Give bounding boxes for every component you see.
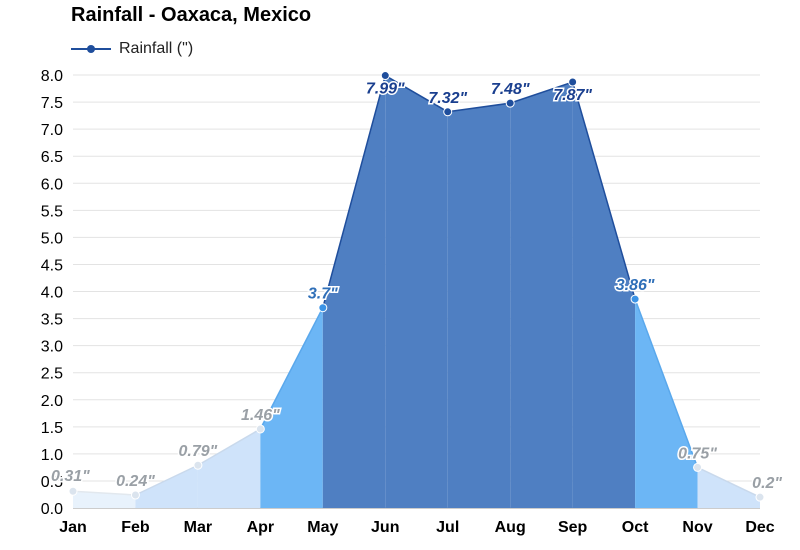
area-segment — [260, 307, 323, 508]
area-segment — [510, 82, 573, 508]
y-tick-label: 3.0 — [41, 339, 63, 356]
x-tick-label: May — [307, 519, 338, 536]
y-tick-label: 1.0 — [41, 447, 63, 464]
series-line-segment — [135, 464, 199, 496]
y-tick-label: 0.5 — [41, 474, 63, 491]
area-segments — [73, 75, 760, 509]
data-point — [68, 486, 78, 496]
y-tick-label: 3.5 — [41, 312, 63, 329]
x-tick-label: Jul — [436, 519, 459, 536]
series-line-segment — [571, 81, 636, 300]
chart-title: Rainfall - Oaxaca, Mexico — [71, 4, 312, 26]
y-tick-label: 2.0 — [41, 393, 63, 410]
x-tick-label: Sep — [558, 519, 588, 536]
series-line-segment — [447, 102, 511, 113]
data-label: 3.7" — [308, 286, 338, 303]
y-tick-label: 7.0 — [41, 122, 63, 139]
y-tick-label: 6.0 — [41, 176, 63, 193]
x-tick-label: Aug — [495, 519, 526, 536]
data-point — [193, 460, 203, 470]
data-point — [755, 492, 765, 502]
data-label: 7.48" — [491, 81, 530, 98]
y-tick-label: 5.0 — [41, 230, 63, 247]
data-point — [505, 98, 515, 108]
x-tick-label: Mar — [184, 519, 212, 536]
x-tick-label: Nov — [682, 519, 712, 536]
x-tick-label: Jan — [59, 519, 87, 536]
data-label: 7.99" — [366, 81, 405, 98]
y-tick-label: 7.5 — [41, 95, 63, 112]
area-segment — [135, 465, 198, 508]
x-tick-label: Dec — [745, 519, 774, 536]
y-axis-ticks: 0.0 0.5 1.0 1.5 2.0 2.5 3.0 3.5 4.0 4.5 5.0 5.5 6.0 6… — [41, 68, 63, 518]
y-tick-label: 1.5 — [41, 420, 63, 437]
series-line-segment — [197, 428, 261, 466]
data-point — [443, 107, 453, 117]
area-segment — [197, 428, 261, 508]
data-labels: 0.31" 0.24" 0.79" 1.46" 3.7" 7.99" 7.32" 7.48" 7… — [50, 79, 784, 494]
data-label: 0.75" — [678, 445, 717, 462]
legend[interactable]: Rainfall (") — [71, 40, 193, 58]
data-label: 3.86" — [616, 277, 655, 294]
x-tick-label: Jun — [371, 519, 399, 536]
area-segment — [635, 299, 698, 508]
series-line-segment — [72, 490, 136, 496]
area-segment — [385, 75, 448, 508]
data-point — [130, 490, 140, 500]
y-tick-label: 4.0 — [41, 285, 63, 302]
data-points — [68, 71, 765, 502]
data-point — [630, 294, 640, 304]
area-segment — [447, 103, 511, 509]
data-point — [380, 71, 390, 81]
y-tick-label: 8.0 — [41, 68, 63, 85]
x-tick-label: Feb — [121, 519, 150, 536]
data-label: 0.24" — [116, 473, 155, 490]
data-point — [568, 77, 578, 87]
area-segment — [572, 82, 636, 508]
x-tick-label: Oct — [622, 519, 649, 536]
series-lines — [72, 74, 761, 498]
series-line-segment — [322, 75, 386, 308]
y-tick-label: 5.5 — [41, 203, 63, 220]
data-point — [318, 303, 328, 313]
x-tick-label: Apr — [247, 519, 275, 536]
series-line-segment — [259, 307, 324, 430]
area-segment — [697, 467, 760, 508]
series-line-segment — [509, 81, 573, 104]
data-label: 0.2" — [752, 475, 782, 492]
data-label: 7.32" — [428, 90, 467, 107]
area-segment — [322, 75, 386, 508]
data-label: 7.87" — [553, 87, 592, 104]
y-tick-label: 6.5 — [41, 149, 63, 166]
series-line-segment — [634, 298, 699, 468]
area-segment — [73, 491, 136, 508]
legend-swatch-icon — [71, 40, 111, 58]
data-label: 1.46" — [241, 407, 280, 424]
series-line-segment — [384, 74, 449, 113]
y-tick-label: 4.5 — [41, 257, 63, 274]
x-axis-ticks: Jan Feb Mar Apr May Jun Jul Aug Sep Oct Nov Dec — [59, 519, 775, 536]
y-tick-label: 0.0 — [41, 501, 63, 518]
data-label: 0.79" — [179, 443, 218, 460]
data-point — [693, 462, 703, 472]
data-label: 0.31" — [51, 468, 90, 485]
legend-label: Rainfall (") — [119, 40, 194, 57]
data-point — [255, 424, 265, 434]
y-tick-label: 2.5 — [41, 366, 63, 383]
series-line-segment — [697, 466, 761, 498]
